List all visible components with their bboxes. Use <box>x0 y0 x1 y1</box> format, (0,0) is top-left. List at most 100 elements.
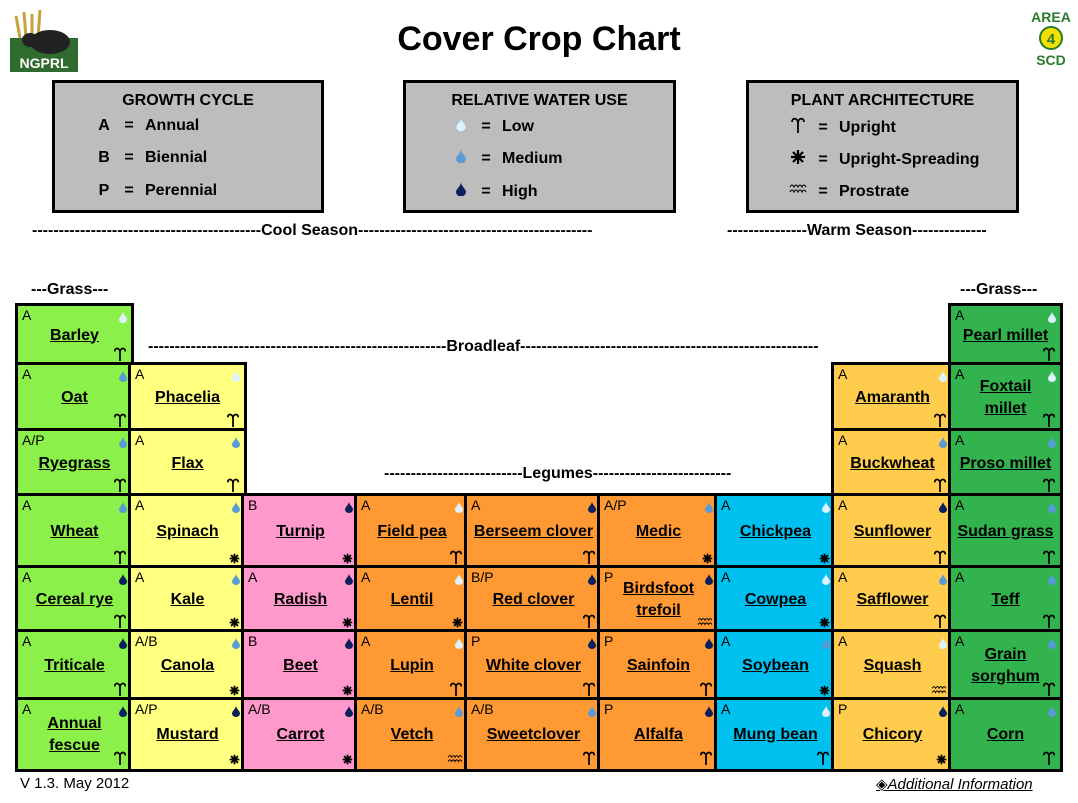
crop-cell[interactable]: A Oat <box>15 362 134 434</box>
crop-name-link[interactable]: Beet <box>283 657 318 674</box>
crop-name-link[interactable]: Annual fescue <box>47 714 102 754</box>
crop-name-link[interactable]: Soybean <box>742 657 809 674</box>
crop-cell[interactable]: A Foxtail millet <box>948 362 1063 434</box>
crop-cell[interactable]: A Lentil <box>354 565 470 635</box>
crop-name-link[interactable]: Vetch <box>390 725 434 743</box>
crop-name-link[interactable]: Red clover <box>492 591 575 608</box>
crop-cell[interactable]: A Squash <box>831 629 954 703</box>
crop-cell[interactable]: A/B Vetch <box>354 697 470 772</box>
crop-cell[interactable]: A/P Medic <box>597 493 720 571</box>
crop-name-link[interactable]: Triticale <box>44 657 105 674</box>
crop-name-link[interactable]: Teff <box>991 591 1020 608</box>
crop-name-link[interactable]: Squash <box>863 657 922 674</box>
crop-name-link[interactable]: Alfalfa <box>634 725 683 743</box>
crop-cell[interactable]: A Mung bean <box>714 697 837 772</box>
crop-name-link[interactable]: Flax <box>171 454 204 472</box>
crop-name-link[interactable]: Proso millet <box>959 454 1052 472</box>
crop-name-link[interactable]: Sweetclover <box>486 725 581 743</box>
crop-cell[interactable]: A Pearl millet <box>948 303 1063 368</box>
crop-cell[interactable]: A Proso millet <box>948 428 1063 499</box>
crop-cell[interactable]: B Turnip <box>241 493 360 571</box>
crop-name-link[interactable]: Radish <box>273 591 328 608</box>
crop-name-link[interactable]: Medic <box>635 523 682 540</box>
crop-cell[interactable]: P Sainfoin <box>597 629 720 703</box>
crop-name-link[interactable]: Carrot <box>276 725 325 743</box>
crop-cell[interactable]: A Field pea <box>354 493 470 571</box>
crop-cell[interactable]: A Barley <box>15 303 134 368</box>
crop-cell[interactable]: A Berseem clover <box>464 493 603 571</box>
crop-cell[interactable]: A Safflower <box>831 565 954 635</box>
crop-name-link[interactable]: Cereal rye <box>35 591 114 608</box>
crop-cell[interactable]: A Sunflower <box>831 493 954 571</box>
crop-name-link[interactable]: Barley <box>50 326 99 344</box>
crop-cell[interactable]: A Buckwheat <box>831 428 954 499</box>
crop-name-link[interactable]: Wheat <box>50 523 99 540</box>
additional-info-link[interactable]: ◈Additional Information <box>876 776 1033 793</box>
crop-name-link[interactable]: Kale <box>170 591 205 608</box>
crop-cell[interactable]: B/P Red clover <box>464 565 603 635</box>
high-water-drop-icon <box>705 572 713 590</box>
crop-name-link[interactable]: Berseem clover <box>473 523 594 540</box>
crop-name-link[interactable]: Sudan grass <box>957 523 1054 540</box>
crop-name-link[interactable]: Grain sorghum <box>971 646 1040 685</box>
crop-cell[interactable]: P White clover <box>464 629 603 703</box>
crop-name-link[interactable]: Spinach <box>156 523 219 540</box>
crop-cell[interactable]: A/P Ryegrass <box>15 428 134 499</box>
crop-cell[interactable]: A Wheat <box>15 493 134 571</box>
crop-cell[interactable]: A Radish <box>241 565 360 635</box>
crop-cell[interactable]: A Spinach <box>128 493 247 571</box>
crop-name-link[interactable]: Foxtail millet <box>979 378 1032 417</box>
crop-cell[interactable]: P Chicory <box>831 697 954 772</box>
crop-name-link[interactable]: Mustard <box>156 725 219 743</box>
crop-cell[interactable]: A/P Mustard <box>128 697 247 772</box>
crop-cell[interactable]: A Amaranth <box>831 362 954 434</box>
crop-cell[interactable]: A Teff <box>948 565 1063 635</box>
crop-cell[interactable]: P Birdsfoot trefoil <box>597 565 720 635</box>
crop-name-link[interactable]: Pearl millet <box>962 326 1049 344</box>
crop-name-link[interactable]: Buckwheat <box>850 454 935 472</box>
crop-cell[interactable]: B Beet <box>241 629 360 703</box>
crop-cell[interactable]: A Corn <box>948 697 1063 772</box>
upright-icon <box>933 478 947 494</box>
crop-name-link[interactable]: Ryegrass <box>38 454 111 472</box>
crop-cell[interactable]: A Lupin <box>354 629 470 703</box>
crop-cell[interactable]: A/B Carrot <box>241 697 360 772</box>
upright-spreading-icon <box>229 552 240 566</box>
crop-cell[interactable]: A Annual fescue <box>15 697 134 772</box>
high-water-drop-icon <box>345 704 353 722</box>
crop-cell[interactable]: A Phacelia <box>128 362 247 434</box>
crop-cell[interactable]: A Grain sorghum <box>948 629 1063 703</box>
crop-name-link[interactable]: Birdsfoot trefoil <box>622 580 695 619</box>
low-water-drop-icon <box>232 369 240 387</box>
crop-name-link[interactable]: Canola <box>160 657 215 674</box>
crop-name-link[interactable]: Field pea <box>377 523 447 540</box>
crop-name-link[interactable]: Cowpea <box>744 591 807 608</box>
crop-name-link[interactable]: Corn <box>986 725 1025 743</box>
crop-name-link[interactable]: Oat <box>61 389 88 406</box>
upright-icon <box>1042 413 1056 429</box>
crop-name-link[interactable]: Chickpea <box>739 523 812 540</box>
crop-name-link[interactable]: Sunflower <box>853 523 932 540</box>
crop-name-link[interactable]: Safflower <box>856 591 929 608</box>
crop-cell[interactable]: A/B Canola <box>128 629 247 703</box>
crop-cell[interactable]: A Chickpea <box>714 493 837 571</box>
crop-cell[interactable]: A Cereal rye <box>15 565 134 635</box>
crop-name-link[interactable]: White clover <box>485 657 582 674</box>
crop-cell[interactable]: A Soybean <box>714 629 837 703</box>
crop-name-link[interactable]: Lupin <box>390 657 434 674</box>
crop-cell[interactable]: A/B Sweetclover <box>464 697 603 772</box>
crop-cell[interactable]: A Kale <box>128 565 247 635</box>
crop-cell[interactable]: A Cowpea <box>714 565 837 635</box>
crop-name-link[interactable]: Chicory <box>862 725 923 743</box>
crop-name-link[interactable]: Mung bean <box>733 725 818 743</box>
crop-cell[interactable]: A Triticale <box>15 629 134 703</box>
crop-cell[interactable]: P Alfalfa <box>597 697 720 772</box>
crop-name-link[interactable]: Phacelia <box>155 389 220 406</box>
crop-name-link[interactable]: Turnip <box>276 523 325 540</box>
crop-cell[interactable]: A Sudan grass <box>948 493 1063 571</box>
growth-cycle-label: A <box>838 569 848 585</box>
crop-name-link[interactable]: Sainfoin <box>626 657 691 674</box>
crop-name-link[interactable]: Lentil <box>390 591 434 608</box>
crop-name-link[interactable]: Amaranth <box>855 389 930 406</box>
crop-cell[interactable]: A Flax <box>128 428 247 499</box>
